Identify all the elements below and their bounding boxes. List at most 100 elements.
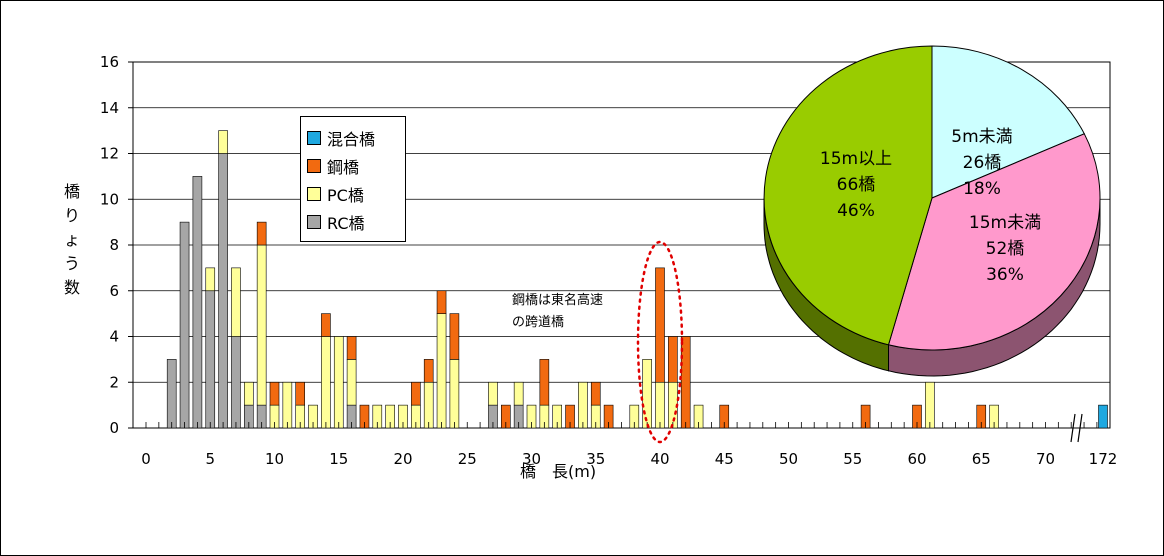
x-tick-label: 35 [586,450,605,468]
bar-segment [423,359,434,383]
y-tick-label: 10 [100,190,119,208]
legend-label-pc: PC橋 [327,186,364,205]
x-tick-label: 45 [715,450,734,468]
annotation-text: 鋼橋は東名高速 の跨道橋 [512,290,603,334]
bar-segment [655,267,665,383]
bar-segment [256,221,267,246]
legend-swatch-steel [307,159,321,173]
bar-segment [423,381,434,429]
x-tick-label: 0 [141,450,151,468]
legend-item-pc: PC橋 [307,183,364,205]
y-tick-label: 4 [109,328,119,346]
bar-segment [655,381,665,429]
legend-label-steel: 鋼橋 [327,158,360,177]
x-tick-label: 25 [458,450,477,468]
y-axis-label: 橋りょう数 [63,182,80,297]
axis-break-mark [1077,413,1083,443]
x-tick-label: 65 [972,450,991,468]
bar-segment [590,381,601,406]
x-axis-label: 橋 長(m) [520,462,597,481]
bar-segment [321,336,331,429]
legend-item-mixed: 混合橋 [307,127,375,149]
pie-slice [931,45,1085,199]
pie-slice [887,133,1101,351]
y-tick-label: 14 [100,99,119,117]
legend-item-rc: RC橋 [307,211,365,233]
bar-segment [333,336,344,429]
bar-segment [269,381,280,406]
y-tick-label: 2 [109,373,119,391]
x-tick-label: 70 [1036,450,1055,468]
x-tick-label: 30 [522,450,541,468]
x-tick-label: 15 [329,450,348,468]
bar-segment [488,381,498,406]
bar-segment [513,381,524,406]
pie-label-under5-name: 5m未満 [951,127,1013,147]
bar-segment [668,336,678,383]
pie-label-over15-percent: 46% [837,201,875,221]
bar-segment [578,381,588,429]
bar-segment [231,336,241,429]
legend-label-mixed: 混合橋 [327,130,376,149]
bar-segment [256,244,267,406]
bar-segment [205,267,216,292]
legend-label-rc: RC橋 [327,214,365,233]
pie-label-under15: 15m未満 52橋 36% [950,210,1060,288]
pie-label-under5-percent: 18% [963,179,1001,199]
legend: 混合橋 鋼橋 PC橋 RC橋 [300,116,406,242]
bar-segment [205,290,216,429]
bar-segment [244,381,254,406]
pie-label-over15-count: 66橋 [836,175,876,195]
bar-segment [925,381,935,429]
x-tick-label: 40 [650,450,669,468]
pie-label-under15-percent: 36% [986,265,1024,285]
y-tick-label: 8 [109,236,119,254]
bar-segment [436,313,447,429]
bar-segment [539,359,550,406]
pie-label-under15-name: 15m未満 [968,213,1042,233]
legend-item-steel: 鋼橋 [307,155,359,177]
y-tick-label: 0 [109,419,119,437]
bar-segment [218,153,228,429]
x-tick-label: 20 [393,450,412,468]
axis-break-mark [1070,413,1076,443]
pie-label-under15-count: 52橋 [985,239,1025,259]
bar-segment [346,336,357,360]
bar-segment [411,381,421,406]
x-tick-label: 60 [907,450,926,468]
highlight-ellipse [636,240,684,444]
bar-segment [642,359,652,429]
x-tick-label: 10 [265,450,284,468]
bar-segment [449,359,460,429]
bar-segment [192,176,203,429]
y-tick-label: 6 [109,282,119,300]
x-tick-label: 55 [843,450,862,468]
pie-label-over15: 15m以上 66橋 46% [796,146,916,224]
bar-segment [218,130,228,154]
bar-segment [295,381,306,406]
bar-segment [282,381,293,429]
pie-label-under5-count: 26橋 [962,153,1002,173]
bar-segment [321,313,331,337]
annotation-line-1: 鋼橋は東名高速 [512,293,604,308]
bar-segment [179,221,190,429]
annotation-line-2: の跨道橋 [512,315,565,330]
legend-swatch-pc [307,187,321,201]
bar-segment [231,267,241,337]
x-tick-label: 172 [1089,450,1118,468]
pie-slice [763,45,933,346]
x-tick-label: 50 [779,450,798,468]
bar-segment [166,359,177,429]
y-tick-label: 16 [100,53,119,71]
legend-swatch-mixed [307,131,321,145]
pie-label-over15-name: 15m以上 [819,149,893,169]
bar-segment [1098,404,1108,429]
legend-swatch-rc [307,215,321,229]
pie-label-under5: 5m未満 26橋 18% [932,124,1032,202]
bar-segment [436,290,447,314]
y-tick-label: 12 [100,145,119,163]
bar-segment [449,313,460,360]
bar-segment [346,359,357,406]
x-tick-label: 5 [205,450,215,468]
